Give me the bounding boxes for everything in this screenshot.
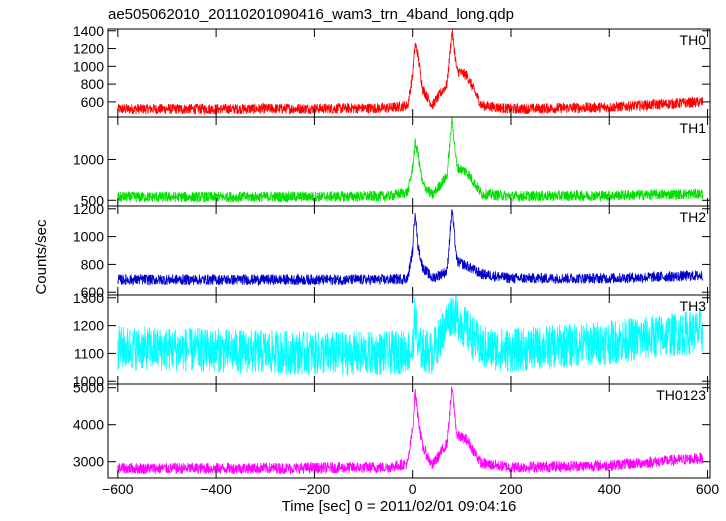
y-tick-label: 800 [81, 76, 105, 92]
chart-title: ae505062010_20110201090416_wam3_trn_4ban… [108, 6, 514, 23]
x-tick-label: 200 [499, 481, 523, 497]
y-tick-label: 1200 [73, 201, 104, 217]
y-tick-label: 5000 [73, 380, 104, 396]
panel-label: TH0123 [656, 387, 706, 403]
y-tick-label: 1000 [73, 151, 104, 167]
panel-label: TH1 [680, 120, 707, 136]
y-tick-label: 1000 [73, 373, 104, 389]
x-axis-label: Time [sec] 0 = 2011/02/01 09:04:16 [282, 498, 517, 515]
y-tick-label: 4000 [73, 417, 104, 433]
y-tick-label: 1000 [73, 229, 104, 245]
panel-label: TH0 [680, 32, 707, 48]
panel-label: TH2 [680, 209, 707, 225]
panel-frame [107, 383, 711, 479]
y-tick-label: 500 [81, 192, 105, 208]
series-line-th1 [117, 117, 703, 204]
y-tick-label: 1200 [73, 41, 104, 57]
y-tick-label: 3000 [73, 454, 104, 470]
y-tick-label: 1000 [73, 58, 104, 74]
y-axis-label: Counts/sec [33, 219, 50, 295]
series-line-th2 [117, 209, 703, 287]
panel-th2: 600 800 1000 1200 TH2 [73, 201, 711, 300]
x-tick-label: −600 [102, 481, 134, 497]
y-tick-label: 1300 [73, 290, 104, 306]
series-line-th0 [117, 29, 703, 116]
y-tick-label: 600 [81, 284, 105, 300]
series-line-th3 [117, 295, 703, 376]
x-tick-label: 0 [409, 481, 417, 497]
panel-label: TH3 [680, 298, 707, 314]
y-tick-label: 1200 [73, 318, 104, 334]
y-tick-label: 600 [81, 94, 105, 110]
series-line-th0123 [117, 386, 703, 475]
panel-th3: 1000 1100 1200 1300 TH3 [73, 290, 711, 389]
x-tick-label: −200 [299, 481, 331, 497]
x-tick-label: −400 [200, 481, 232, 497]
x-tick-label: 600 [696, 481, 720, 497]
panels: 600800100012001400TH05001000TH1600800100… [73, 23, 711, 479]
y-tick-label: 800 [81, 256, 105, 272]
y-tick-label: 1100 [74, 345, 104, 361]
x-tick-label: 400 [598, 481, 622, 497]
panel-th1: 500 1000 TH1 [73, 116, 711, 208]
panel-th0123: 3000 4000 5000 TH0123 [73, 380, 711, 479]
x-axis: −600 −400 −200 0 200 400 600 [102, 481, 719, 497]
y-tick-label: 1400 [73, 23, 104, 39]
